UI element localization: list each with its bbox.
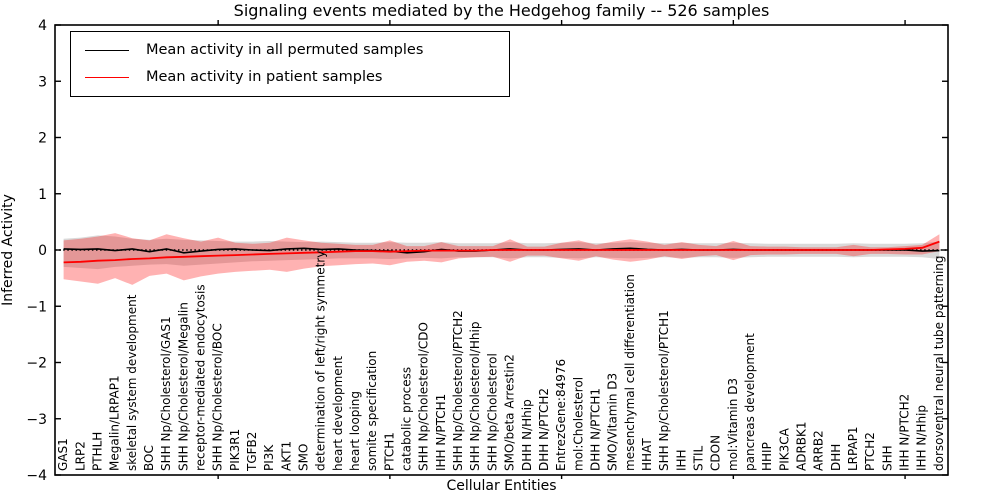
x-category-label: STIL (692, 446, 706, 471)
x-category-label: SHH Np/Cholesterol/PTCH1 (657, 310, 671, 471)
x-category-label: SHH Np/Cholesterol/Hhip (468, 322, 482, 471)
y-tick-label: 3 (38, 74, 47, 90)
x-category-label: PIK3R1 (228, 429, 242, 471)
x-category-label: EntrezGene:84976 (554, 359, 568, 471)
y-tick-label: −4 (26, 468, 47, 484)
x-axis-label: Cellular Entities (446, 478, 557, 494)
x-category-label: dorsoventral neural tube patterning (932, 255, 946, 471)
legend-line-sample-permuted (85, 49, 129, 51)
x-category-label: LRPAP1 (846, 426, 860, 471)
x-category-label: mol:Cholesterol (571, 377, 585, 471)
x-category-label: SMO (297, 444, 311, 471)
x-category-label: LRP2 (73, 441, 87, 471)
x-category-label: SMO/beta Arrestin2 (503, 354, 517, 471)
x-category-label: SHH Np/Cholesterol/BOC (211, 323, 225, 471)
x-category-label: SHH Np/Cholesterol/CDO (417, 322, 431, 471)
y-tick-label: −3 (26, 412, 47, 428)
x-category-label: IHH N/PTCH1 (434, 394, 448, 471)
y-tick-label: −2 (26, 356, 47, 372)
x-category-label: mol:Vitamin D3 (726, 378, 740, 471)
band-permuted-samples-range (63, 235, 940, 270)
x-category-label: heart looping (348, 391, 362, 471)
y-tick-label: 1 (38, 187, 47, 203)
x-category-label: AKT1 (279, 441, 293, 471)
x-category-label: heart development (331, 356, 345, 471)
chart-title: Signaling events mediated by the Hedgeho… (233, 1, 770, 20)
line-patient-mean (63, 240, 940, 264)
x-category-label: determination of left/right symmetry (314, 251, 328, 471)
x-category-label: Megalin/LRPAP1 (108, 375, 122, 471)
x-category-label: PTCH2 (863, 432, 877, 471)
y-tick-label: 0 (38, 243, 47, 259)
x-category-label: HHAT (640, 438, 654, 471)
y-tick-label: 4 (38, 18, 47, 34)
legend: Mean activity in all permuted samples Me… (70, 31, 510, 97)
x-category-label: PI3K (262, 444, 276, 471)
x-category-label: SHH Np/Cholesterol/PTCH2 (451, 310, 465, 471)
x-category-label: TGFB2 (245, 432, 259, 472)
x-category-label: SHH Np/Cholesterol (485, 353, 499, 471)
x-category-label: PTCH1 (382, 432, 396, 471)
x-category-label: pancreas development (743, 333, 757, 471)
x-category-label: mesenchymal cell differentiation (623, 274, 637, 471)
x-category-label: SMO/Vitamin D3 (606, 373, 620, 471)
x-category-label: HHIP (760, 442, 774, 471)
x-category-label: GAS1 (56, 438, 70, 471)
legend-label-permuted: Mean activity in all permuted samples (146, 42, 424, 58)
x-category-label: BOC (142, 445, 156, 471)
x-category-label: IHH (674, 449, 688, 471)
x-category-label: catabolic process (400, 367, 414, 471)
x-category-label: IHH N/Hhip (915, 405, 929, 471)
x-category-label: ARRB2 (812, 430, 826, 471)
band-patient-samples-range (63, 233, 940, 285)
x-category-label: skeletal system development (125, 294, 139, 471)
y-tick-label: 2 (38, 131, 47, 147)
x-category-label: SHH (880, 445, 894, 471)
x-category-label: PIK3CA (777, 427, 791, 471)
legend-label-patient: Mean activity in patient samples (146, 69, 383, 85)
x-category-label: CDON (709, 435, 723, 471)
x-category-label: DHH (829, 444, 843, 471)
x-category-label: SHH Np/Cholesterol/GAS1 (159, 316, 173, 471)
x-category-label: IHH N/PTCH2 (898, 394, 912, 471)
x-category-label: DHH N/Hhip (520, 399, 534, 471)
legend-item-permuted: Mean activity in all permuted samples (85, 41, 497, 59)
x-category-label: somite specification (365, 351, 379, 471)
x-category-label: receptor-mediated endocytosis (194, 284, 208, 471)
x-category-label: SHH Np/Cholesterol/Megalin (176, 302, 190, 471)
legend-line-sample-patient (85, 76, 129, 78)
legend-item-patient: Mean activity in patient samples (85, 68, 497, 86)
y-tick-label: −1 (26, 299, 47, 315)
x-category-label: PTHLH (90, 432, 104, 471)
x-category-label: DHH N/PTCH2 (537, 388, 551, 471)
x-category-label: ADRBK1 (795, 421, 809, 471)
x-category-label: DHH N/PTCH1 (589, 388, 603, 471)
